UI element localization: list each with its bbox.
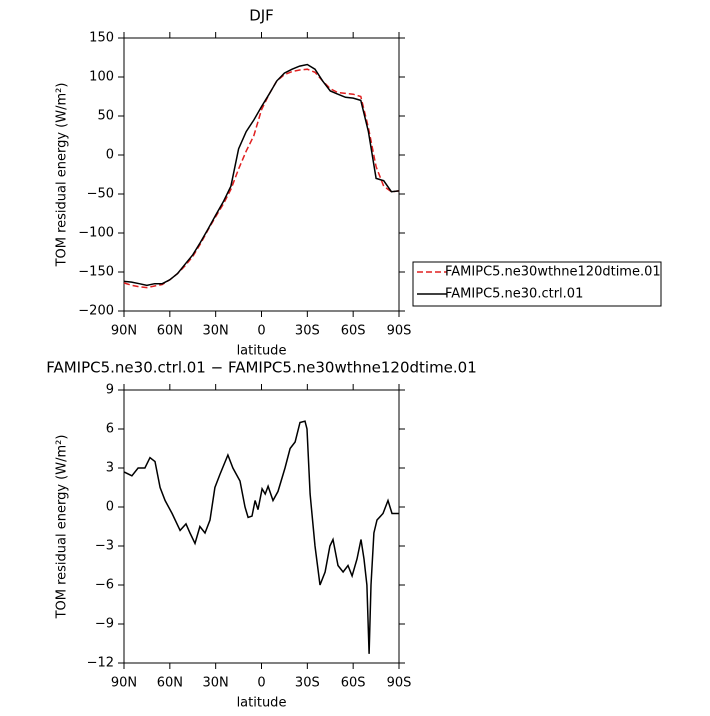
legend-label: FAMIPC5.ne30wthne120dtime.01 — [445, 265, 661, 280]
y-axis-label: TOM residual energy (W/m²) — [55, 435, 70, 620]
y-tick-label: 100 — [89, 70, 114, 85]
x-tick-label: 30S — [295, 676, 320, 691]
chart-title: FAMIPC5.ne30.ctrl.01 − FAMIPC5.ne30wthne… — [46, 359, 477, 377]
x-tick-label: 90N — [111, 324, 137, 339]
y-tick-label: −50 — [87, 187, 114, 202]
x-tick-label: 90N — [111, 676, 137, 691]
x-tick-label: 30S — [295, 324, 320, 339]
x-tick-label: 60N — [157, 324, 183, 339]
x-tick-label: 90S — [387, 324, 412, 339]
y-tick-label: −9 — [95, 617, 114, 632]
x-axis-label: latitude — [237, 344, 287, 359]
y-tick-label: 6 — [106, 422, 114, 437]
legend-label: FAMIPC5.ne30.ctrl.01 — [445, 287, 583, 302]
data-line — [123, 420, 399, 654]
x-tick-label: 60S — [341, 324, 366, 339]
y-tick-label: 150 — [89, 31, 114, 46]
x-tick-label: 90S — [387, 676, 412, 691]
y-tick-label: −200 — [78, 304, 114, 319]
x-axis-label: latitude — [237, 696, 287, 711]
data-line — [123, 63, 400, 287]
y-tick-label: 0 — [106, 500, 114, 515]
x-tick-label: 0 — [257, 676, 265, 691]
plot-frame — [123, 389, 400, 664]
data-line — [123, 68, 400, 289]
x-tick-label: 60S — [341, 676, 366, 691]
x-tick-label: 0 — [257, 324, 265, 339]
y-tick-label: −12 — [87, 656, 114, 671]
y-tick-label: −100 — [78, 226, 114, 241]
y-tick-label: 0 — [106, 148, 114, 163]
x-tick-label: 30N — [203, 676, 229, 691]
y-tick-label: −6 — [95, 578, 114, 593]
y-axis-label: TOM residual energy (W/m²) — [55, 83, 70, 268]
y-tick-label: 3 — [106, 461, 114, 476]
x-tick-label: 60N — [157, 676, 183, 691]
plot-frame — [123, 37, 400, 312]
y-tick-label: 9 — [106, 383, 114, 398]
chart-title: DJF — [249, 7, 274, 25]
legend-box — [412, 261, 662, 307]
x-tick-label: 30N — [203, 324, 229, 339]
y-tick-label: −150 — [78, 265, 114, 280]
y-tick-label: −3 — [95, 539, 114, 554]
y-tick-label: 50 — [97, 109, 114, 124]
